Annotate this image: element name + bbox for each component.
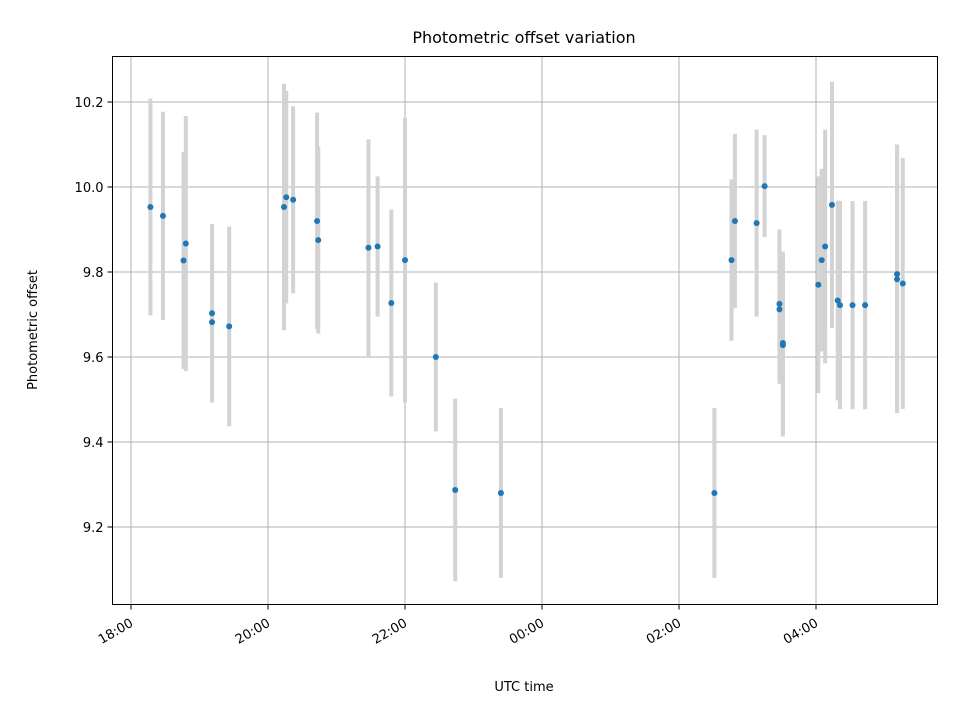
data-point — [374, 243, 381, 250]
y-tick-label: 10.2 — [75, 96, 104, 111]
grid-lines — [112, 56, 938, 605]
data-point — [280, 203, 287, 210]
data-point — [180, 257, 187, 264]
data-point — [159, 212, 166, 219]
data-point — [226, 323, 233, 330]
data-point — [182, 240, 189, 247]
x-tick-label: 00:00 — [507, 616, 547, 648]
x-axis-label: UTC time — [494, 680, 553, 695]
data-point — [776, 306, 783, 313]
data-point — [728, 257, 735, 264]
plot-area-frame — [112, 56, 938, 605]
y-axis-label: Photometric offset — [26, 270, 41, 390]
data-point — [402, 257, 408, 264]
data-point — [779, 342, 786, 349]
y-tick-label: 9.8 — [83, 266, 104, 281]
data-point — [862, 302, 869, 309]
data-point — [828, 201, 835, 208]
x-tick-label: 22:00 — [370, 616, 410, 648]
data-point — [761, 183, 768, 190]
data-point — [290, 196, 297, 203]
y-tick-label: 10.0 — [75, 181, 104, 196]
data-point — [815, 281, 822, 288]
data-point — [388, 300, 395, 307]
x-tick-label: 02:00 — [644, 616, 684, 648]
data-point — [711, 490, 718, 496]
data-point — [753, 220, 760, 227]
data-point — [834, 297, 841, 304]
data-point — [776, 300, 783, 307]
y-tick-label: 9.2 — [83, 521, 104, 536]
data-point — [315, 237, 322, 244]
data-point — [209, 310, 216, 317]
data-point — [432, 354, 439, 360]
error-bars — [148, 81, 905, 582]
data-point — [452, 487, 459, 494]
data-point — [731, 218, 738, 224]
data-point — [836, 302, 843, 309]
data-point — [894, 276, 901, 283]
data-point — [283, 194, 290, 201]
data-point — [899, 280, 906, 287]
data-point — [365, 244, 372, 251]
data-point — [497, 490, 504, 496]
data-point — [818, 257, 825, 264]
chart-title: Photometric offset variation — [412, 28, 635, 47]
data-point — [147, 203, 154, 210]
y-tick-label: 9.6 — [83, 351, 104, 366]
data-points — [147, 183, 906, 496]
data-point — [209, 319, 216, 326]
y-tick-label: 9.4 — [83, 436, 104, 451]
data-point — [314, 218, 321, 224]
data-point — [822, 243, 829, 250]
x-tick-label: 18:00 — [96, 616, 136, 648]
x-tick-label: 20:00 — [233, 616, 273, 648]
data-point — [894, 271, 901, 278]
x-tick-label: 04:00 — [781, 616, 821, 648]
data-point — [849, 302, 856, 309]
